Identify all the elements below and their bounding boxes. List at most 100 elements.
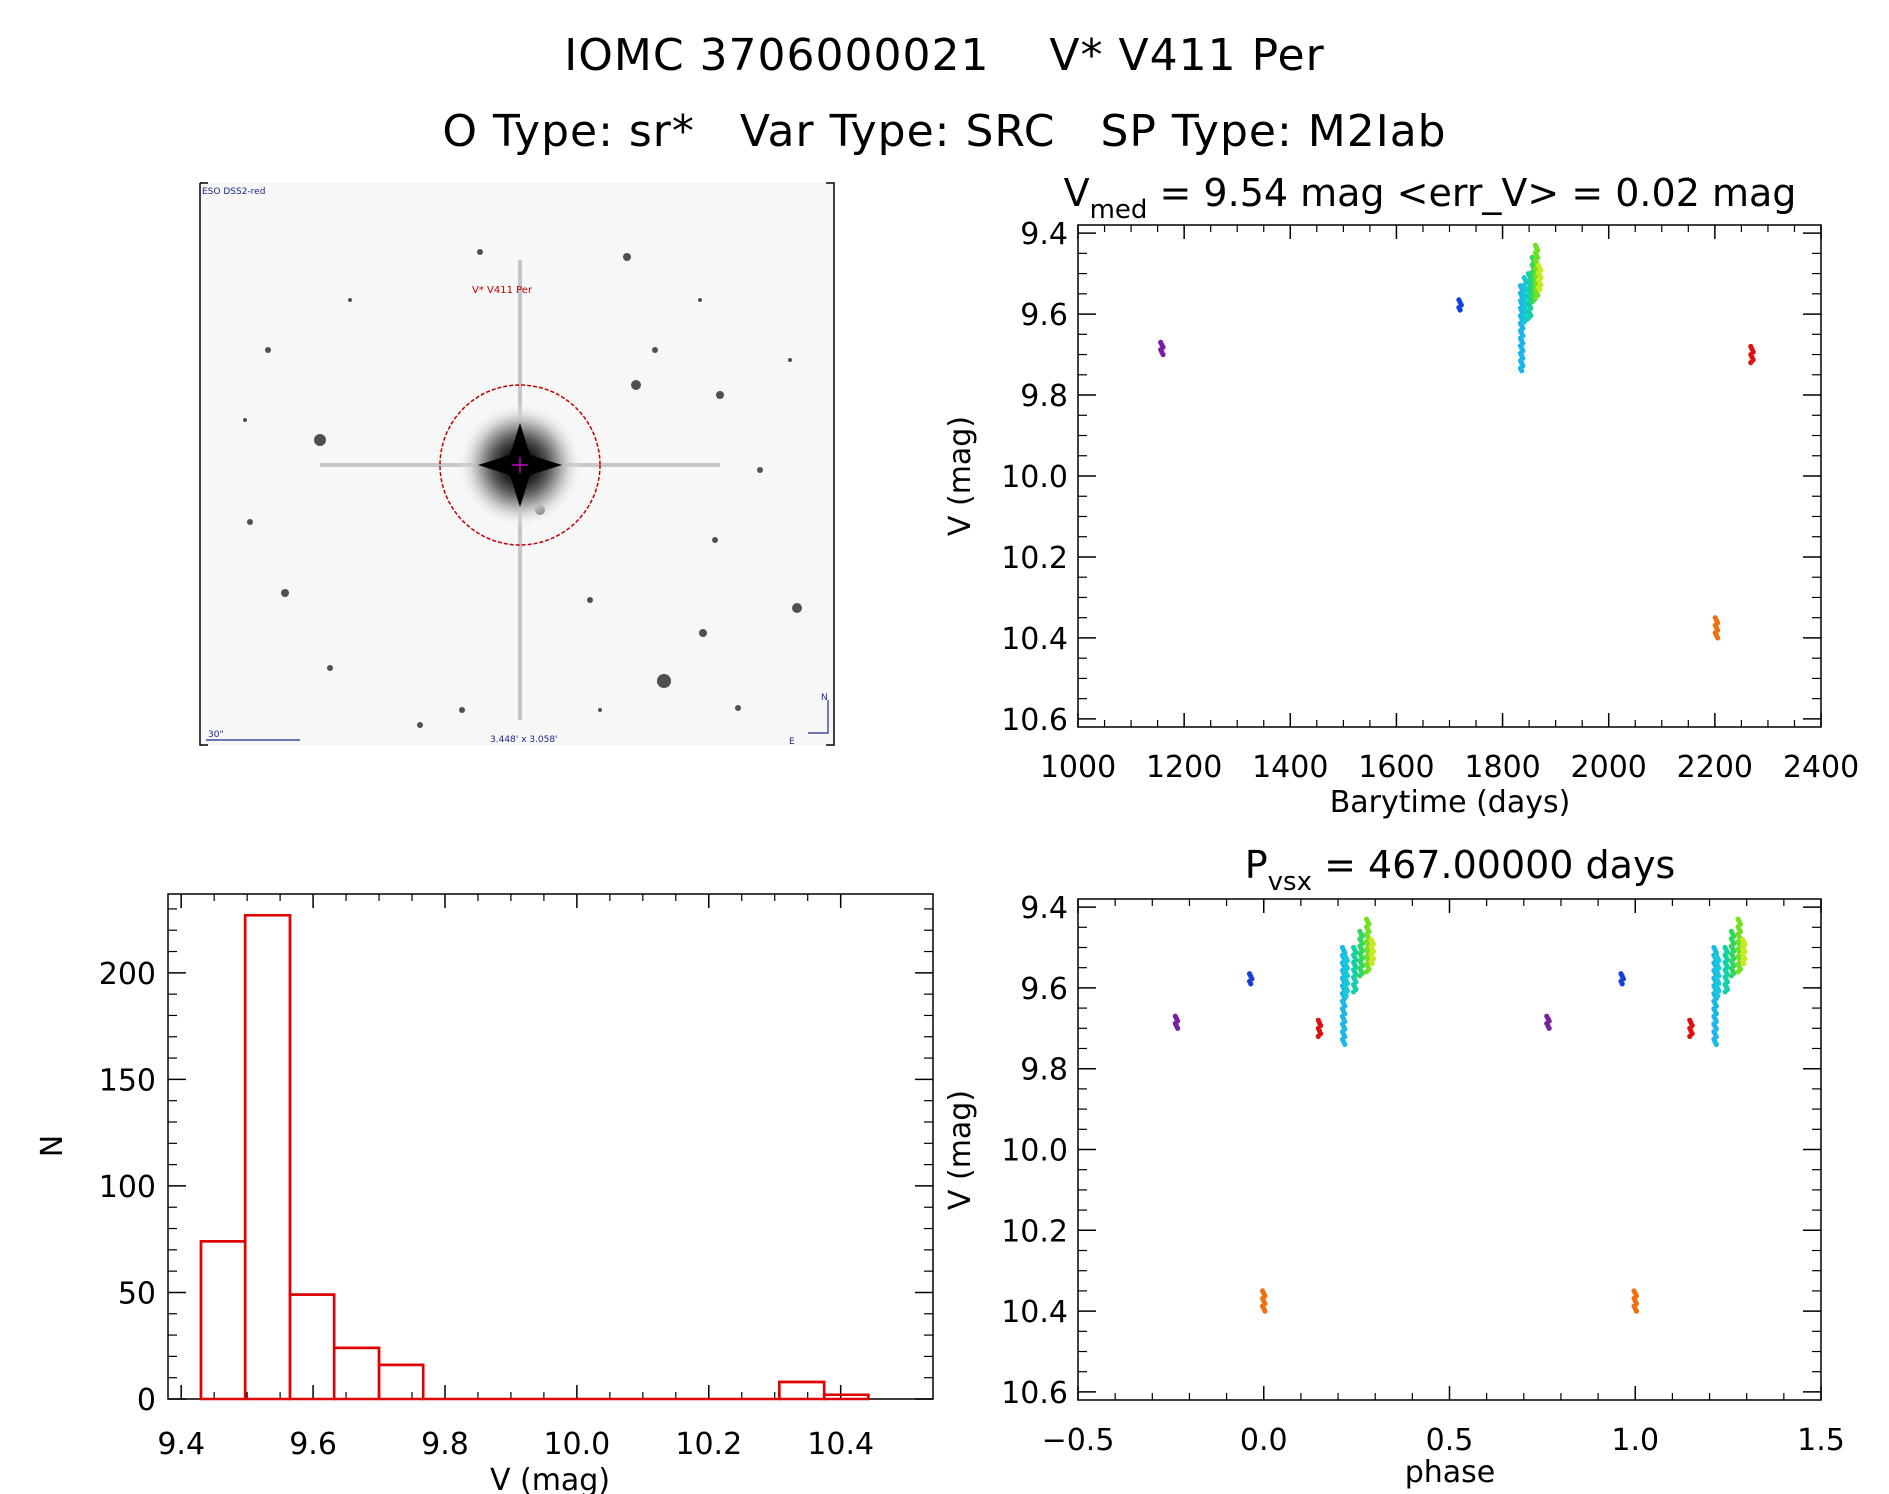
survey-label: ESO DSS2-red <box>202 187 265 197</box>
phased-title: Pvsx = 467.00000 days <box>1245 843 1676 897</box>
hist-ytick-label: 50 <box>118 1276 156 1311</box>
ph-ytick-label: 9.4 <box>1020 891 1068 926</box>
hist-ytick-label: 150 <box>99 1063 156 1098</box>
field-star <box>417 722 423 728</box>
field-of-view-label: 3.448' x 3.058' <box>490 735 558 745</box>
hist-xtick-label: 10.0 <box>543 1427 610 1462</box>
field-star <box>623 253 631 261</box>
field-star <box>243 418 247 422</box>
ph-ytick-label: 10.2 <box>1001 1214 1068 1249</box>
phased-title-symbol: P <box>1245 843 1268 887</box>
finder-chart-image: ESO DSS2-red V* V411 Per 30" 3.448' x 3.… <box>199 182 835 747</box>
hist-ytick-label: 200 <box>99 957 156 992</box>
lc-data-point <box>1537 287 1543 293</box>
ph-data-point <box>1369 961 1375 967</box>
lc-xtick-label: 1400 <box>1252 750 1328 785</box>
target-label: V* V411 Per <box>472 285 533 296</box>
ph-data-point <box>1715 993 1721 999</box>
ph-data-point <box>1350 989 1357 995</box>
ph-xtick-label: 0.5 <box>1426 1423 1474 1458</box>
compass-north-label: N <box>821 693 828 703</box>
field-star <box>699 629 707 637</box>
lc-data-point <box>1529 299 1535 305</box>
field-star <box>657 674 671 688</box>
finder-frame-right <box>826 182 835 746</box>
field-star <box>477 249 483 255</box>
hist-xtick-label: 10.4 <box>807 1427 874 1462</box>
field-star <box>652 347 658 353</box>
phased-frame <box>1077 898 1822 1401</box>
phased-light-curve-plot: Pvsx = 467.00000 days −0.5 0.0 0.5 1.0 1.5 9.… <box>943 843 1845 1490</box>
field-star <box>327 665 333 671</box>
hist-bar <box>288 1293 336 1401</box>
phased-ylabel: V (mag) <box>943 1090 978 1210</box>
hist-outline <box>199 914 870 1401</box>
lc-data-point <box>1748 360 1754 366</box>
ph-ytick-label: 10.4 <box>1001 1295 1068 1330</box>
field-star <box>281 589 289 597</box>
lc-ytick-label: 10.6 <box>1001 703 1068 738</box>
lc-xtick-label: 1000 <box>1040 750 1116 785</box>
field-star <box>788 358 792 362</box>
ph-data-point <box>1728 973 1734 979</box>
field-star <box>247 519 253 525</box>
field-star <box>698 298 702 302</box>
ph-data-point <box>1343 993 1349 999</box>
histogram-ylabel: N <box>35 1135 70 1157</box>
ph-ytick-label: 10.6 <box>1001 1376 1068 1411</box>
lc-xtick-label: 1200 <box>1146 750 1222 785</box>
hist-bar <box>377 1363 425 1401</box>
finder-frame-left <box>199 182 208 746</box>
lc-xtick-label: 1600 <box>1358 750 1434 785</box>
lc-data-point <box>1519 368 1525 374</box>
lc-xtick-label: 2000 <box>1571 750 1647 785</box>
lc-data-point <box>1457 307 1463 313</box>
hist-xtick-label: 10.2 <box>675 1427 742 1462</box>
phased-title-subscript: vsx <box>1268 867 1312 897</box>
lc-xtick-label: 2200 <box>1677 750 1753 785</box>
lc-data-point <box>1160 351 1166 358</box>
object-id-title: IOMC 3706000021 V* V411 Per <box>564 30 1325 81</box>
finder-field-stars <box>243 249 802 728</box>
histogram-xlabel: V (mag) <box>490 1463 610 1494</box>
histogram-frame <box>167 893 934 1400</box>
ph-data-point <box>1735 969 1741 975</box>
lc-data-point <box>1525 315 1532 321</box>
field-star <box>712 537 718 543</box>
lc-ytick-label: 10.4 <box>1001 622 1068 657</box>
hist-bar <box>332 1346 381 1401</box>
light-curve-xlabel: Barytime (days) <box>1330 785 1571 820</box>
compass-east-label: E <box>789 737 795 747</box>
ph-xtick-label: 0.0 <box>1240 1423 1288 1458</box>
phased-xlabel: phase <box>1405 1455 1496 1490</box>
ph-data-point <box>1175 1025 1181 1031</box>
field-star <box>459 707 465 713</box>
lc-ytick-label: 10.2 <box>1001 541 1068 576</box>
ph-data-point <box>1546 1025 1552 1031</box>
lc-xtick-label: 2400 <box>1783 750 1859 785</box>
ph-data-point <box>1342 1041 1348 1048</box>
field-star <box>598 708 602 712</box>
hist-xtick-label: 9.4 <box>157 1427 205 1462</box>
ph-data-point <box>1357 973 1363 979</box>
compass-arrows <box>808 700 829 734</box>
object-type-subtitle: O Type: sr* Var Type: SRC SP Type: M2Iab <box>442 106 1447 157</box>
ph-data-point <box>1633 1308 1640 1314</box>
ph-ytick-label: 9.6 <box>1020 972 1068 1007</box>
field-star <box>314 434 326 446</box>
ph-ytick-label: 10.0 <box>1001 1134 1068 1169</box>
ph-xtick-label: 1.5 <box>1797 1423 1845 1458</box>
field-star <box>348 298 352 302</box>
lc-data-point <box>1715 635 1721 641</box>
hist-ytick-label: 0 <box>137 1383 156 1418</box>
lc-ytick-label: 9.4 <box>1020 217 1068 252</box>
light-curve-title-symbol: V <box>1064 171 1090 215</box>
field-star <box>587 597 593 603</box>
lc-ytick-label: 9.8 <box>1020 379 1068 414</box>
scale-bar-label: 30" <box>208 730 224 740</box>
ph-ytick-label: 9.8 <box>1020 1053 1068 1088</box>
hist-xtick-label: 9.6 <box>289 1427 337 1462</box>
lc-data-point <box>1532 295 1538 301</box>
light-curve-frame <box>1077 224 1822 728</box>
